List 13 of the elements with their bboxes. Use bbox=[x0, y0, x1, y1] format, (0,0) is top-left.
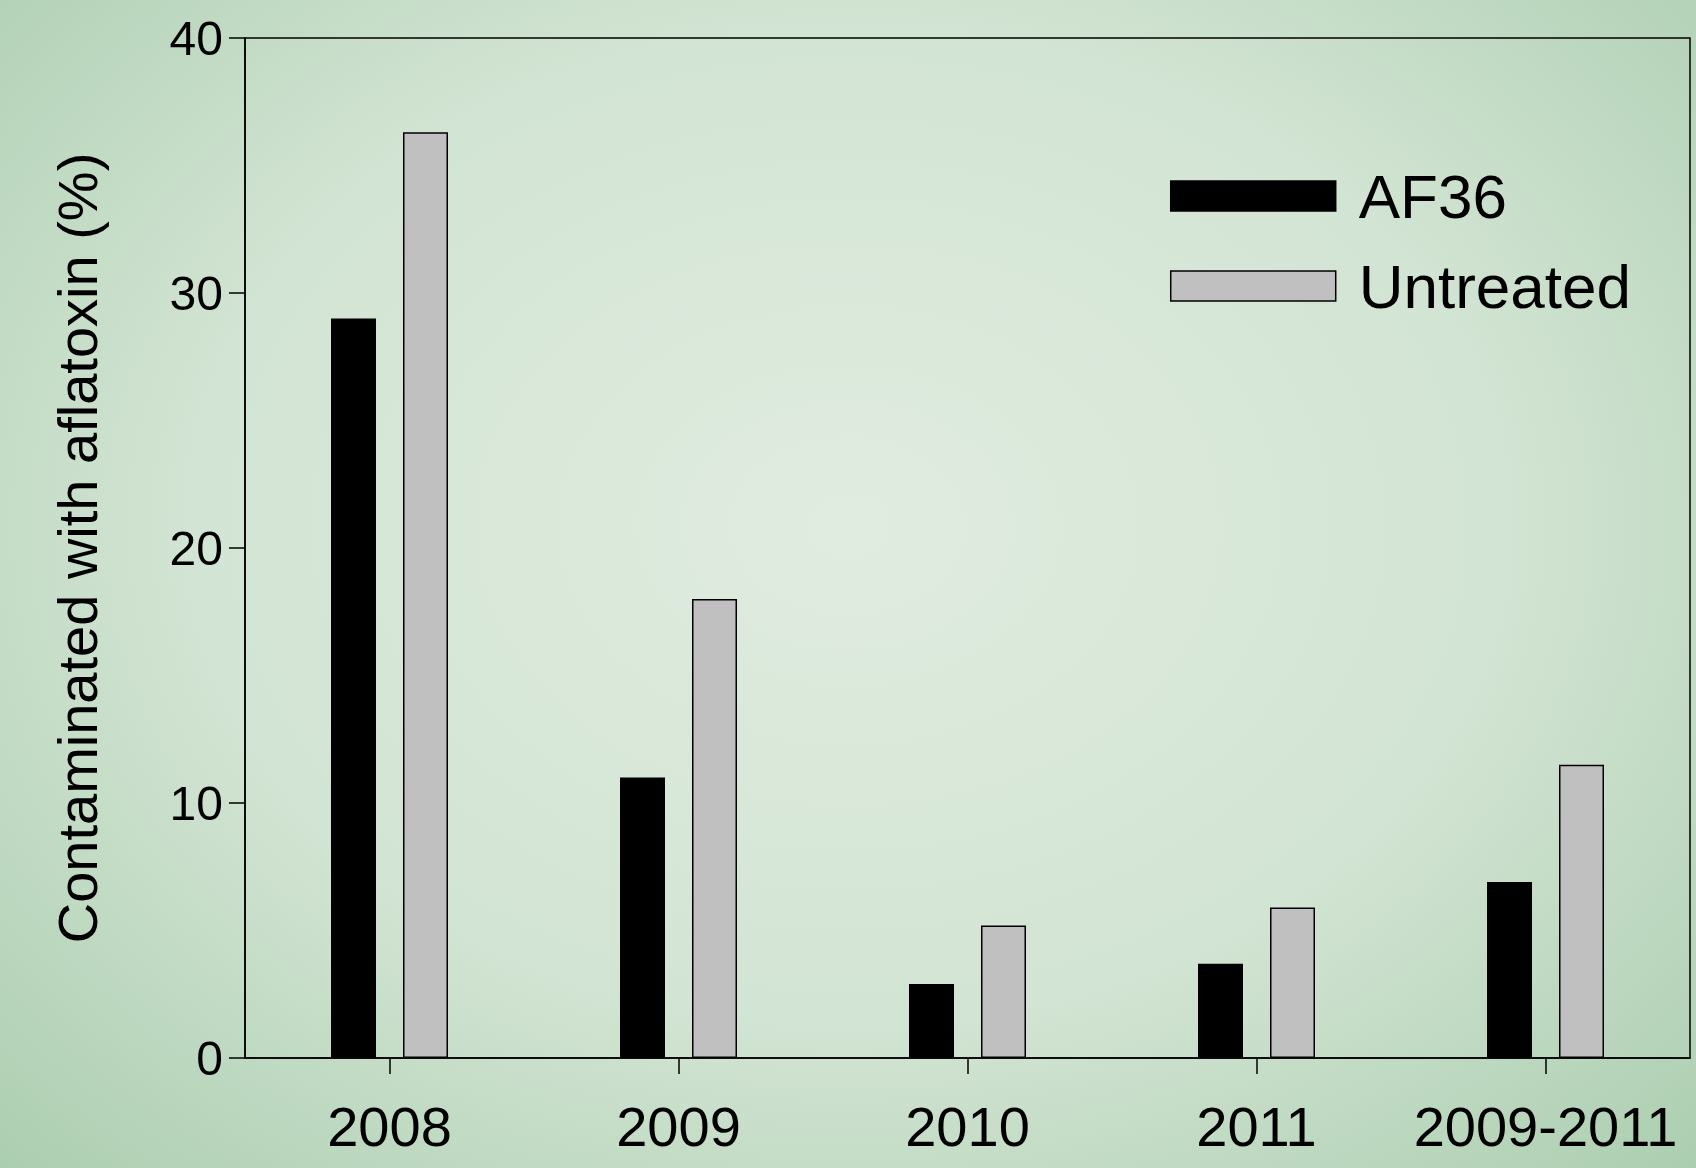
x-tick-label: 2009 bbox=[616, 1094, 741, 1158]
y-tick-label: 10 bbox=[169, 776, 223, 830]
x-tick-label: 2011 bbox=[1196, 1094, 1317, 1158]
y-axis-title: Contaminated with aflatoxin (%) bbox=[45, 152, 109, 944]
y-tick-label: 0 bbox=[196, 1031, 223, 1085]
y-tick-label: 20 bbox=[169, 521, 223, 575]
x-tick-label: 2010 bbox=[905, 1094, 1030, 1158]
y-tick-label: 30 bbox=[169, 266, 223, 320]
x-tick-label: 2008 bbox=[327, 1094, 452, 1158]
x-tick-label: 2009-2011 bbox=[1413, 1094, 1678, 1158]
y-tick-label: 40 bbox=[169, 11, 223, 65]
legend-label: Untreated bbox=[1358, 251, 1631, 321]
legend-label: AF36 bbox=[1358, 161, 1507, 231]
